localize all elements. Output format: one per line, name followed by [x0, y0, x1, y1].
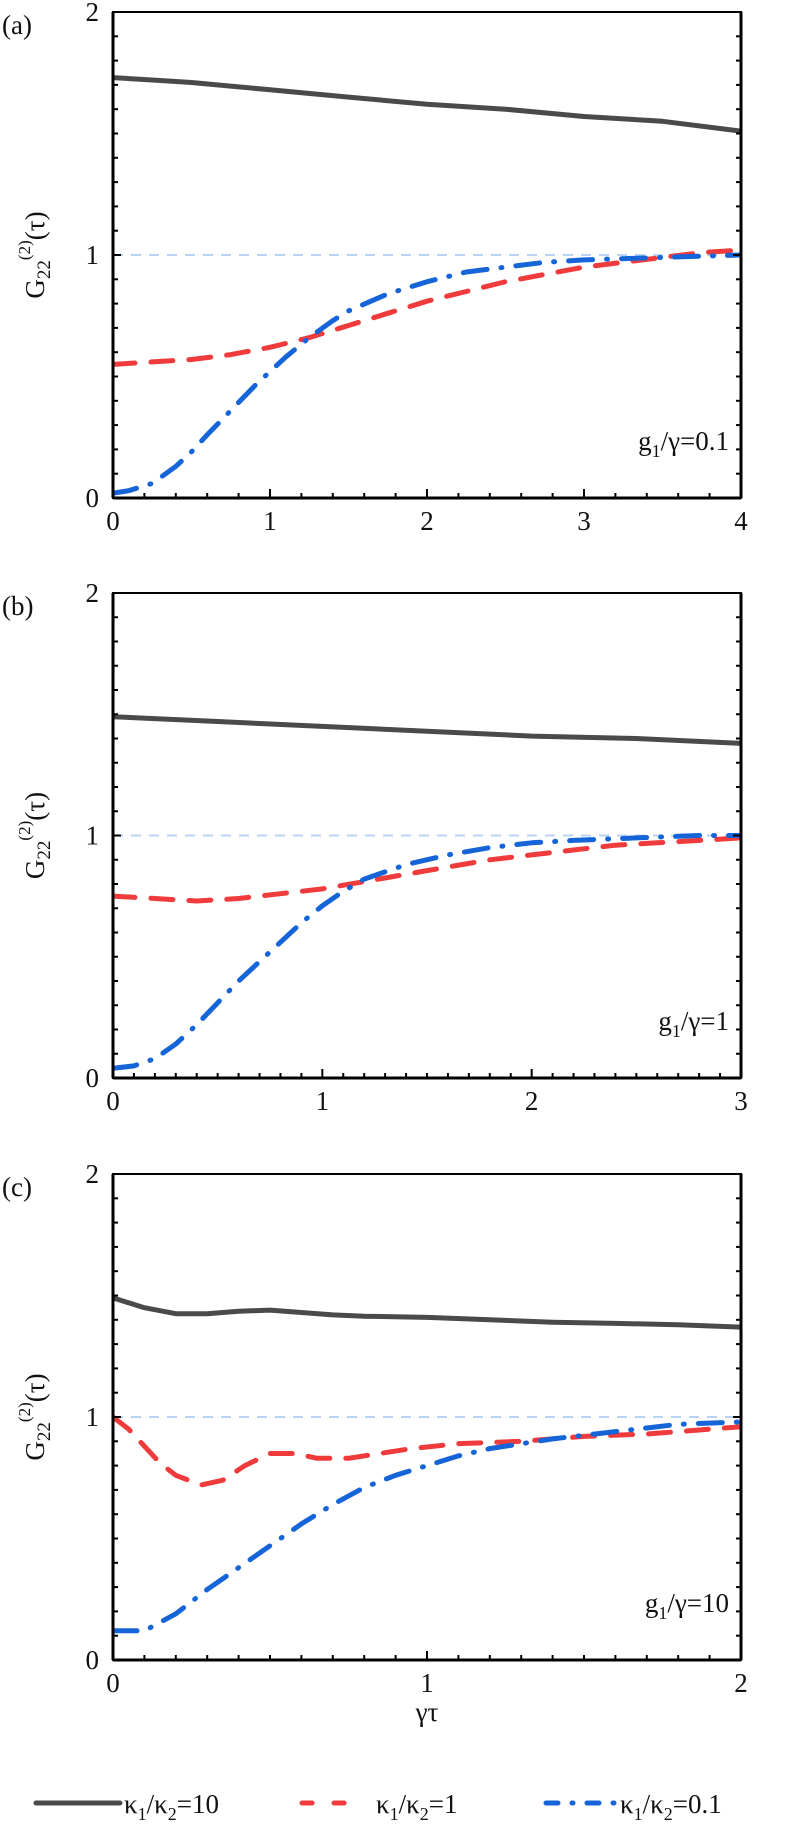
- legend-label: κ1/κ2=10: [124, 1789, 219, 1824]
- y-tick-label: 2: [86, 578, 100, 608]
- x-tick-label: 1: [316, 1086, 330, 1116]
- x-tick-label: 1: [263, 506, 277, 536]
- y-tick-label: 0: [86, 483, 100, 513]
- legend-label: κ1/κ2=1: [376, 1789, 457, 1824]
- panel-a: 0 1 2 3 4 0 1 2 (a) G22(2)(τ) g1/γ=0.1: [2, 0, 748, 536]
- y-tick-label: 1: [86, 1402, 100, 1432]
- legend-entry: κ1/κ2=0.1: [543, 1789, 722, 1824]
- series-line-kappa-ratio-1: [113, 1414, 741, 1488]
- y-tick-label: 2: [86, 0, 100, 27]
- series-line-kappa-ratio-10: [113, 75, 741, 134]
- legend: κ1/κ2=10 κ1/κ2=1 κ1/κ2=0.1: [33, 1789, 722, 1824]
- x-tick-label: 0: [106, 1086, 120, 1116]
- y-tick-label: 1: [86, 240, 100, 270]
- panel-label: (a): [2, 10, 32, 40]
- series-line-kappa-ratio-10: [113, 1295, 741, 1330]
- y-tick-label: 0: [86, 1063, 100, 1093]
- x-tick-label: 3: [577, 506, 591, 536]
- y-tick-label: 0: [86, 1645, 100, 1675]
- x-tick-label: 2: [525, 1086, 539, 1116]
- x-tick-label: 4: [734, 506, 748, 536]
- parameter-annotation: g1/γ=0.1: [638, 426, 729, 461]
- series-line-kappa-ratio-1: [113, 247, 741, 367]
- panel-label: (c): [2, 1172, 32, 1202]
- x-tick-label: 0: [106, 1668, 120, 1698]
- series-line-kappa-ratio-10: [113, 714, 741, 746]
- parameter-annotation: g1/γ=1: [658, 1006, 729, 1041]
- legend-entry: κ1/κ2=10: [33, 1789, 219, 1824]
- x-axis-label: γτ: [415, 1697, 439, 1727]
- y-axis-label: G22(2)(τ): [15, 792, 55, 879]
- x-tick-label: 2: [734, 1668, 748, 1698]
- y-axis-label: G22(2)(τ): [15, 1373, 55, 1460]
- legend-label: κ1/κ2=0.1: [620, 1789, 722, 1824]
- y-tick-label: 2: [86, 1159, 100, 1189]
- x-tick-label: 3: [734, 1086, 748, 1116]
- series-line-kappa-ratio-0-1: [113, 252, 741, 496]
- series-line-kappa-ratio-1: [113, 835, 741, 904]
- panel-label: (b): [2, 591, 33, 621]
- panel-b: 0 1 2 3 0 1 2 (b) G22(2)(τ) g1/γ=1: [2, 578, 748, 1116]
- series-line-kappa-ratio-0-1: [113, 1419, 741, 1634]
- panel-c: 0 1 2 0 1 2 (c) G22(2)(τ) g1/γ=10: [2, 1159, 748, 1698]
- x-tick-label: 1: [420, 1668, 434, 1698]
- series-line-kappa-ratio-0-1: [113, 833, 741, 1071]
- x-tick-label: 2: [420, 506, 434, 536]
- x-tick-label: 0: [106, 506, 120, 536]
- y-tick-label: 1: [86, 821, 100, 851]
- parameter-annotation: g1/γ=10: [645, 1588, 729, 1623]
- legend-entry: κ1/κ2=1: [299, 1789, 457, 1824]
- y-axis-label: G22(2)(τ): [15, 211, 55, 298]
